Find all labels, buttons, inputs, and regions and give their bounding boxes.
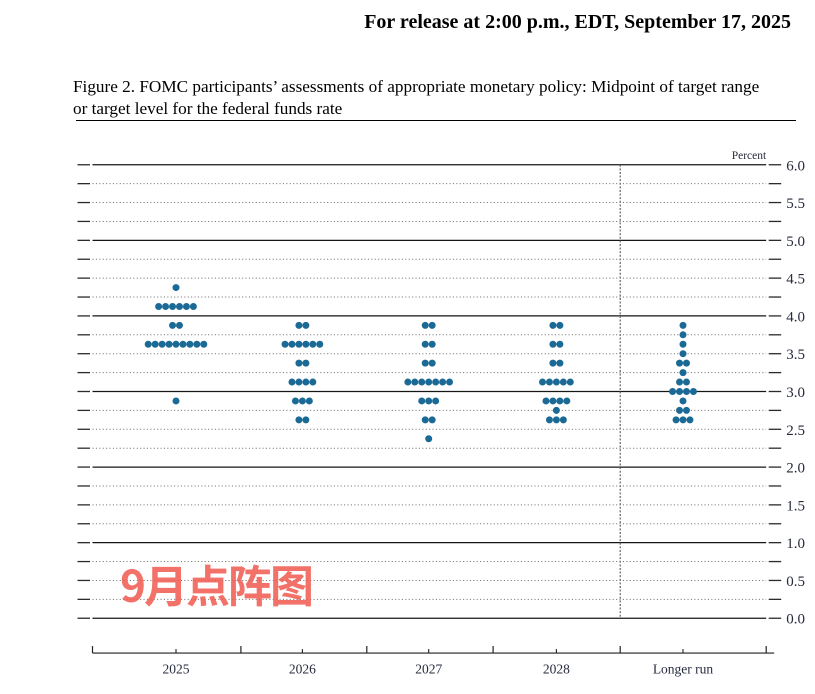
svg-text:2028: 2028 bbox=[543, 662, 570, 677]
svg-text:2.5: 2.5 bbox=[786, 423, 805, 439]
svg-text:4.0: 4.0 bbox=[786, 309, 805, 325]
svg-text:3.5: 3.5 bbox=[786, 347, 805, 363]
svg-text:5.5: 5.5 bbox=[786, 196, 805, 212]
svg-text:Longer run: Longer run bbox=[653, 662, 714, 677]
svg-text:3.0: 3.0 bbox=[786, 385, 805, 401]
svg-text:4.5: 4.5 bbox=[786, 272, 805, 288]
svg-text:2027: 2027 bbox=[415, 662, 442, 677]
svg-text:2025: 2025 bbox=[163, 662, 190, 677]
svg-text:0.5: 0.5 bbox=[786, 574, 805, 590]
svg-text:1.0: 1.0 bbox=[786, 536, 805, 552]
svg-text:2026: 2026 bbox=[289, 662, 316, 677]
svg-text:5.0: 5.0 bbox=[786, 234, 805, 250]
svg-text:6.0: 6.0 bbox=[786, 158, 805, 174]
svg-text:Percent: Percent bbox=[732, 150, 767, 162]
svg-text:0.0: 0.0 bbox=[786, 612, 805, 628]
svg-text:1.5: 1.5 bbox=[786, 498, 805, 514]
svg-text:2.0: 2.0 bbox=[786, 461, 805, 477]
